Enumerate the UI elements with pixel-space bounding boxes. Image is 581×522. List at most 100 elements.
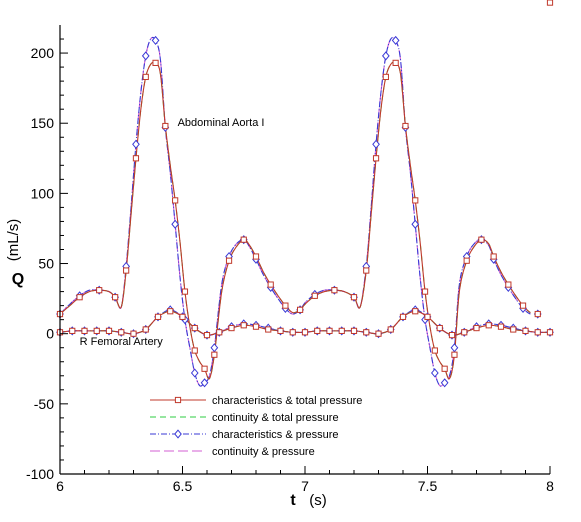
data-point-curve1-s0-39 [534,329,541,336]
data-point-curve1-s0-2 [81,327,88,334]
data-point-curve1-s0-31 [436,324,443,332]
data-point-curve0-s0-4 [96,287,103,294]
legend-label-3: continuity & pressure [212,446,315,458]
y-tick-label-2: 0 [46,326,54,342]
data-point-curve0-s2-64 [450,343,459,353]
x-axis-title: t [290,492,296,509]
data-point-curve0-s0-68 [478,236,485,243]
data-point-curve0-s2-26 [210,343,219,353]
x-tick-label-2: 7 [301,478,309,494]
data-point-curve1-s0-8 [154,313,162,320]
data-point-curve0-s0-54 [402,122,409,130]
data-point-curve1-s0-37 [510,326,517,333]
data-point-curve1-s0-36 [497,323,505,330]
data-point-curve0-s2-12 [141,51,150,61]
data-point-curve1-s0-30 [424,313,431,320]
data-point-curve1-s0-40 [546,329,554,336]
data-point-curve0-s2-62 [440,378,449,388]
legend-label-2: characteristics & pressure [212,429,339,441]
data-point-curve1-s0-19 [289,329,296,336]
data-point-curve0-s0-2 [76,294,83,301]
legend-label-0: characteristics & total pressure [212,395,362,407]
data-point-curve0-s0-30 [240,236,247,243]
data-point-curve0-s0-72 [505,281,512,288]
data-point-curve0-s0-34 [267,281,274,288]
data-point-curve1-s0-17 [265,326,272,333]
data-point-curve0-s2-24 [200,378,209,388]
axis-labels: t (s) Q (mL/s) [5,219,327,509]
data-point-curve0-s2-48 [372,139,380,149]
data-point-curve1-s0-10 [179,313,186,320]
data-point-curve1-s0-9 [167,308,174,315]
x-axis-unit: (s) [309,492,327,509]
data-point-curve1-s0-12 [203,331,211,339]
legend-marker-2 [174,429,182,439]
axis-ticks: 6 6.5 7 7.5 8 -100 -50 0 50 100 150 200 [26,38,554,494]
annotations: Abdominal Aorta I R Femoral Artery [80,117,265,348]
data-point-curve1-s0-26 [375,330,382,337]
data-point-curve1-s0-35 [485,322,492,329]
x-tick-label-1: 6.5 [173,478,193,494]
y-tick-label-0: -100 [26,466,54,482]
data-point-curve1-s0-32 [448,331,456,339]
y-axis-unit: (mL/s) [5,219,22,262]
data-point-curve0-s0-14 [152,59,159,66]
data-point-curve0-s2-60 [430,368,439,378]
data-point-curve1-s0-11 [191,324,198,332]
data-point-curve0-s2-18 [171,219,180,229]
legend-marker-0 [174,396,182,404]
x-tick-label-4: 8 [546,478,554,494]
data-point-curve1-s0-29 [412,308,419,315]
data-point-curve0-s0-10 [132,155,140,162]
x-tick-label-0: 6 [56,478,64,494]
data-point-curve0-s0-32 [252,253,260,260]
data-point-curve1-s0-14 [228,324,235,332]
data-point-curve0-s0-74 [519,302,527,309]
legend-label-1: continuity & total pressure [212,412,339,424]
data-point-curve0-s2-50 [381,51,390,61]
data-point-curve0-s0-46 [363,267,370,274]
data-point-curve0-s0-44 [350,294,358,301]
y-tick-label-6: 200 [31,45,55,61]
data-point-curve0-s0-60 [431,347,438,354]
data-point-curve0-s0-64 [451,351,458,358]
data-point-curve0-s0-28 [225,257,233,264]
annotation-1: R Femoral Artery [80,336,164,348]
data-point-curve1-s0-23 [338,327,345,334]
data-point-curve1-s0-38 [522,327,529,334]
data-point-curve0-s2-52 [391,35,400,46]
data-point-curve0-s0-40 [311,292,318,299]
data-point-curve1-s0-21 [314,327,321,334]
data-point-curve1-s0-15 [240,322,247,329]
series-layer [60,36,550,387]
data-point-curve0-s0-50 [382,73,389,81]
x-tick-label-3: 7.5 [418,478,438,494]
data-point-curve0-s2-10 [132,139,140,149]
data-point-curve1-s0-24 [350,327,358,334]
data-point-curve0-s0-48 [372,155,380,162]
data-point-curve0-s0-22 [191,347,198,354]
data-point-curve0-s0-56 [412,197,419,204]
y-tick-label-1: -50 [34,396,54,412]
data-point-curve1-s0-34 [473,324,480,332]
data-point-curve0-s0-52 [392,59,399,66]
marker-layer [56,0,554,388]
y-tick-label-5: 150 [31,115,55,131]
series-line-curve0-s0 [60,61,531,380]
data-point-curve0-s0-16 [162,122,169,130]
data-point-curve0-s0-58 [421,288,429,295]
y-tick-label-4: 100 [31,185,55,201]
data-point-curve0-s0-6 [112,294,119,301]
data-point-curve1-s0-25 [363,329,370,336]
data-point-curve1-s0-5 [118,329,125,336]
y-axis-title: Q [12,271,24,288]
data-point-curve0-s0-66 [463,257,470,264]
data-point-curve0-s2-22 [190,368,199,378]
data-point-curve0-s0-18 [172,197,179,204]
data-point-curve1-s0-7 [142,326,149,333]
legend: characteristics & total pressure continui… [150,395,362,458]
data-point-curve0-s0-42 [331,287,338,294]
data-point-curve0-s0-20 [181,288,189,295]
data-point-curve1-s0-13 [216,329,223,336]
